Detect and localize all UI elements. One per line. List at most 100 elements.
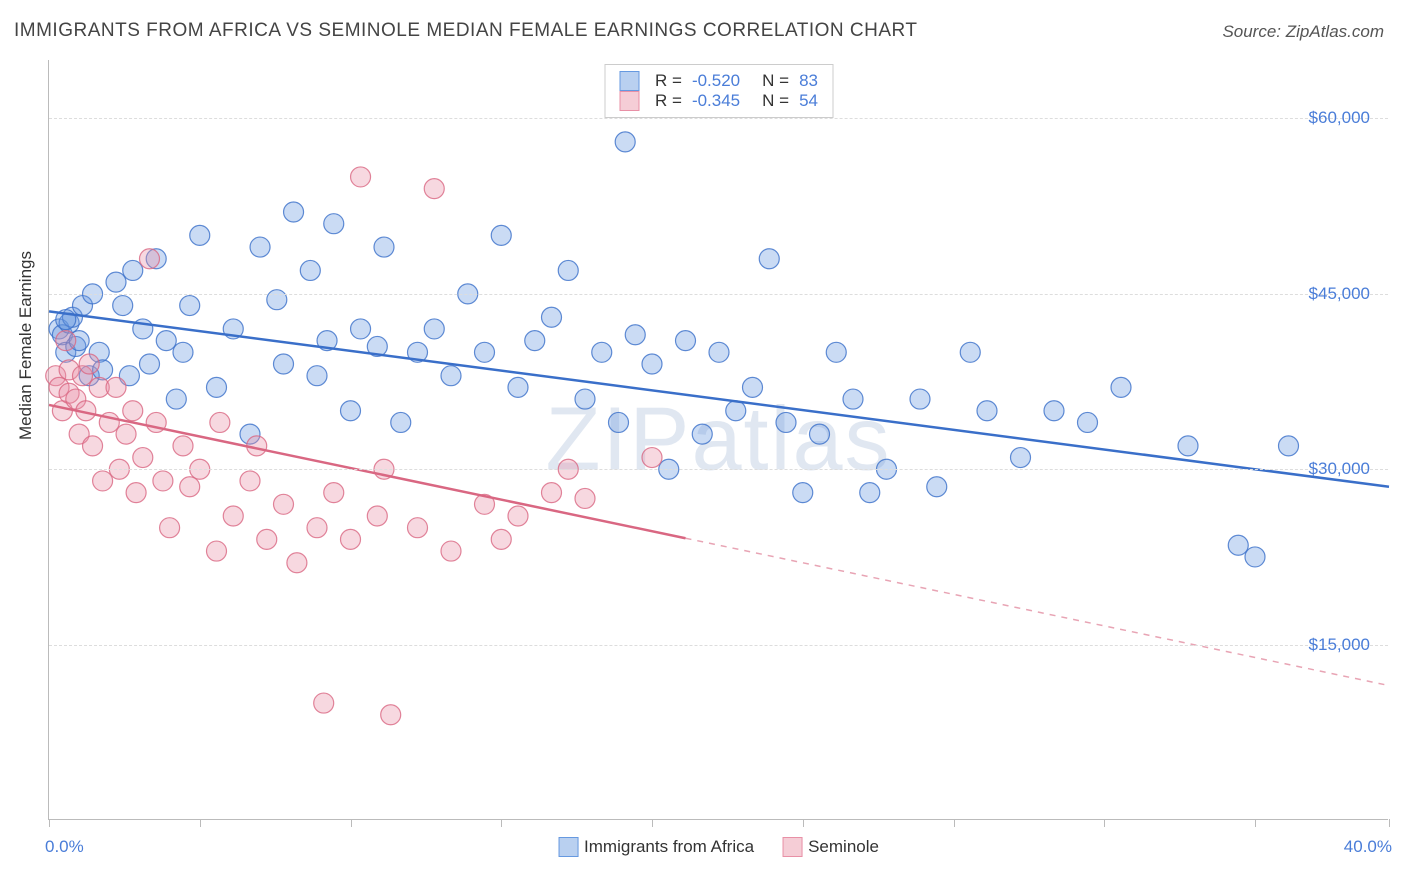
- data-point: [381, 705, 401, 725]
- data-point: [609, 412, 629, 432]
- x-tick: [200, 819, 201, 827]
- plot-area: ZIPatlas R = -0.520 N = 83 R = -0.345 N …: [48, 60, 1388, 820]
- data-point: [776, 412, 796, 432]
- data-point: [106, 272, 126, 292]
- y-tick-label: $30,000: [1309, 459, 1370, 479]
- data-point: [83, 436, 103, 456]
- trend-line: [49, 311, 1389, 486]
- x-tick: [1104, 819, 1105, 827]
- data-point: [79, 354, 99, 374]
- data-point: [153, 471, 173, 491]
- swatch-africa: [558, 837, 578, 857]
- x-tick: [652, 819, 653, 827]
- data-point: [759, 249, 779, 269]
- data-point: [351, 167, 371, 187]
- data-point: [1279, 436, 1299, 456]
- data-point: [1178, 436, 1198, 456]
- gridline: [49, 469, 1388, 470]
- data-point: [743, 377, 763, 397]
- data-point: [475, 342, 495, 362]
- n-label: N =: [762, 91, 789, 111]
- data-point: [180, 296, 200, 316]
- data-point: [314, 693, 334, 713]
- data-point: [843, 389, 863, 409]
- swatch-seminole: [782, 837, 802, 857]
- data-point: [542, 483, 562, 503]
- data-point: [642, 354, 662, 374]
- x-axis-end-label: 40.0%: [1344, 837, 1392, 857]
- x-tick: [1389, 819, 1390, 827]
- data-point: [267, 290, 287, 310]
- x-tick: [803, 819, 804, 827]
- y-tick-label: $45,000: [1309, 284, 1370, 304]
- data-point: [960, 342, 980, 362]
- gridline: [49, 118, 1388, 119]
- legend-label-seminole: Seminole: [808, 837, 879, 857]
- data-point: [173, 436, 193, 456]
- data-point: [341, 401, 361, 421]
- data-point: [408, 518, 428, 538]
- data-point: [424, 319, 444, 339]
- data-point: [615, 132, 635, 152]
- data-point: [692, 424, 712, 444]
- n-value-seminole: 54: [799, 91, 818, 111]
- data-point: [374, 237, 394, 257]
- x-tick: [1255, 819, 1256, 827]
- data-point: [592, 342, 612, 362]
- data-point: [525, 331, 545, 351]
- data-point: [441, 541, 461, 561]
- data-point: [140, 354, 160, 374]
- chart-title: IMMIGRANTS FROM AFRICA VS SEMINOLE MEDIA…: [14, 20, 918, 42]
- data-point: [126, 483, 146, 503]
- gridline: [49, 294, 1388, 295]
- data-point: [240, 471, 260, 491]
- y-tick-label: $15,000: [1309, 635, 1370, 655]
- data-point: [300, 260, 320, 280]
- data-point: [93, 471, 113, 491]
- legend-label-africa: Immigrants from Africa: [584, 837, 754, 857]
- data-point: [123, 401, 143, 421]
- data-point: [424, 179, 444, 199]
- r-label: R =: [655, 71, 682, 91]
- data-point: [287, 553, 307, 573]
- data-point: [1044, 401, 1064, 421]
- data-point: [508, 377, 528, 397]
- data-point: [860, 483, 880, 503]
- x-tick: [351, 819, 352, 827]
- legend-row-seminole: R = -0.345 N = 54: [619, 91, 818, 111]
- data-point: [324, 483, 344, 503]
- data-point: [250, 237, 270, 257]
- data-point: [676, 331, 696, 351]
- data-point: [190, 225, 210, 245]
- data-point: [367, 506, 387, 526]
- n-value-africa: 83: [799, 71, 818, 91]
- data-point: [558, 260, 578, 280]
- data-point: [307, 518, 327, 538]
- x-tick: [954, 819, 955, 827]
- data-point: [542, 307, 562, 327]
- x-tick: [501, 819, 502, 827]
- data-point: [160, 518, 180, 538]
- data-point: [274, 354, 294, 374]
- gridline: [49, 645, 1388, 646]
- data-point: [173, 342, 193, 362]
- data-point: [166, 389, 186, 409]
- correlation-legend: R = -0.520 N = 83 R = -0.345 N = 54: [604, 64, 833, 118]
- swatch-africa: [619, 71, 639, 91]
- data-point: [927, 477, 947, 497]
- swatch-seminole: [619, 91, 639, 111]
- data-point: [113, 296, 133, 316]
- data-point: [180, 477, 200, 497]
- y-tick-label: $60,000: [1309, 108, 1370, 128]
- series-legend: Immigrants from Africa Seminole: [558, 837, 879, 857]
- data-point: [625, 325, 645, 345]
- data-point: [709, 342, 729, 362]
- data-point: [207, 377, 227, 397]
- data-point: [441, 366, 461, 386]
- data-point: [910, 389, 930, 409]
- source-attribution: Source: ZipAtlas.com: [1222, 22, 1384, 42]
- data-point: [575, 389, 595, 409]
- data-point: [726, 401, 746, 421]
- data-point: [491, 225, 511, 245]
- data-point: [977, 401, 997, 421]
